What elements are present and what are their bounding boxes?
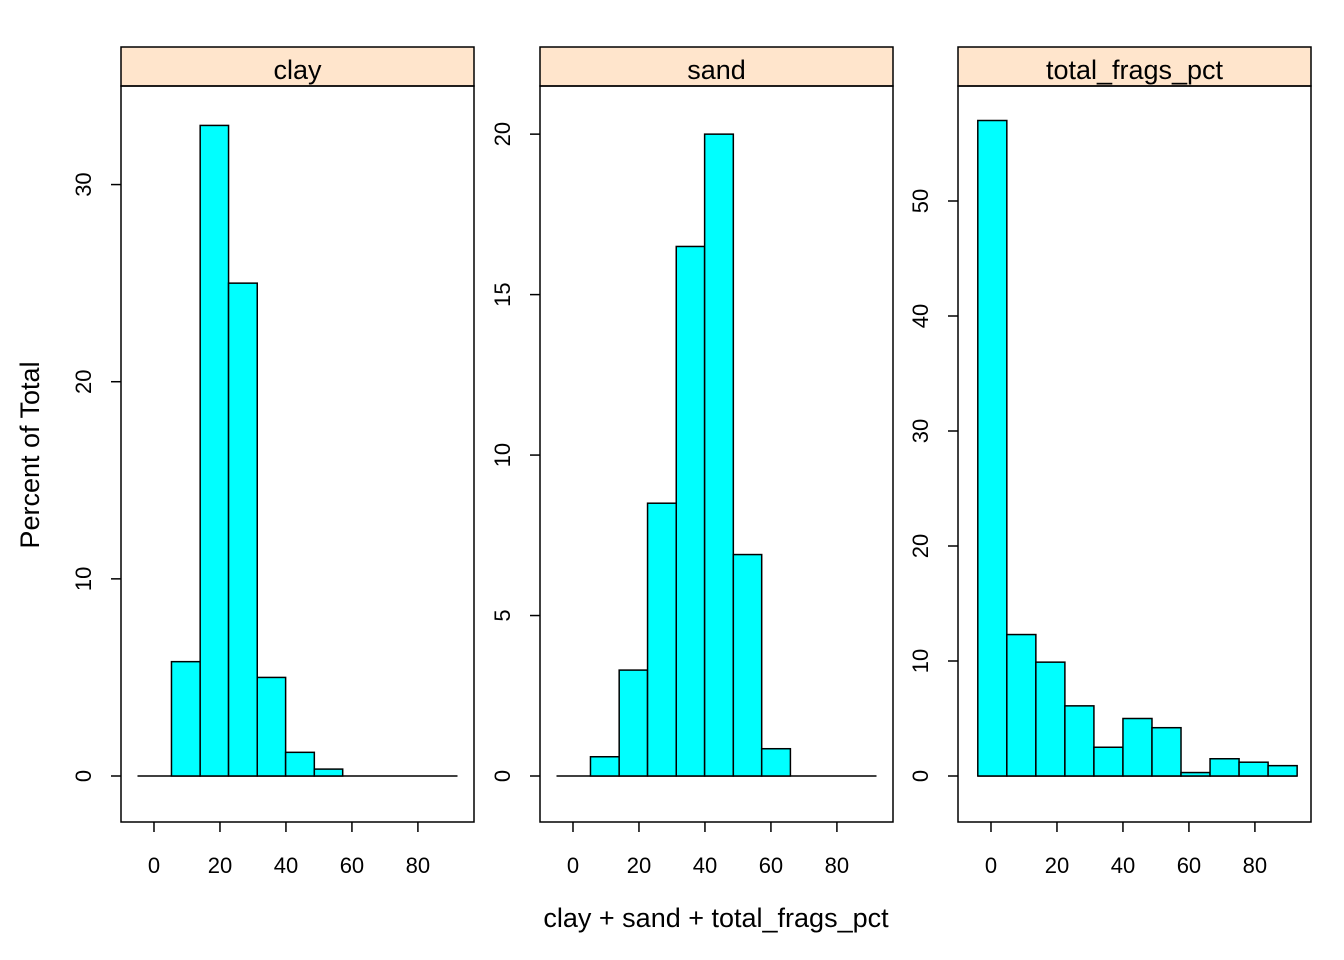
panel-frame xyxy=(957,85,1312,823)
histogram-bar xyxy=(1151,726,1182,777)
strip-label: clay xyxy=(273,55,322,85)
x-tick-label: 80 xyxy=(1243,853,1267,878)
x-tick-label: 60 xyxy=(340,853,364,878)
histogram-bar xyxy=(1006,633,1037,777)
panel-clay: clay 0 20 40 60 80 0 10 20 30 xyxy=(71,46,475,878)
histogram-bar xyxy=(284,751,316,777)
histogram-bar xyxy=(1093,746,1124,777)
y-axis-label: Percent of Total xyxy=(15,361,45,548)
x-tick-label: 20 xyxy=(208,853,232,878)
panel-total_frags_pct: total_frags_pct 0 20 40 60 80 0 10 20 30 40 50 xyxy=(908,46,1312,878)
histogram-bar xyxy=(1180,771,1211,777)
histogram-bar xyxy=(1122,717,1153,777)
histogram-bar xyxy=(227,282,259,777)
histogram-bar xyxy=(256,676,287,777)
histogram-bar xyxy=(170,660,201,777)
histogram-bar xyxy=(732,553,763,777)
histogram-bar xyxy=(1035,661,1066,777)
x-tick-label: 20 xyxy=(1045,853,1069,878)
strip-label: sand xyxy=(687,55,746,85)
x-tick-label: 80 xyxy=(406,853,430,878)
y-tick-label: 0 xyxy=(908,770,933,782)
histogram-bar xyxy=(618,669,649,777)
y-tick-label: 30 xyxy=(908,419,933,443)
histogram-bar xyxy=(1209,758,1240,777)
x-tick-label: 60 xyxy=(759,853,783,878)
histogram-bar xyxy=(1267,764,1298,777)
histogram-bar xyxy=(675,245,706,777)
x-tick-label: 60 xyxy=(1177,853,1201,878)
panel-frame xyxy=(120,85,475,823)
histogram-bar xyxy=(313,768,344,777)
y-tick-label: 20 xyxy=(71,369,96,393)
y-tick-label: 20 xyxy=(490,122,515,146)
strip-clay xyxy=(120,46,475,87)
histogram-bar xyxy=(646,502,678,777)
y-tick-label: 10 xyxy=(71,567,96,591)
x-tick-label: 0 xyxy=(985,853,997,878)
histogram-bar xyxy=(760,747,792,777)
histogram-bar xyxy=(1064,705,1095,777)
histogram-bar xyxy=(589,755,620,777)
x-tick-label: 40 xyxy=(693,853,717,878)
x-tick-label: 20 xyxy=(627,853,651,878)
x-tick-label: 0 xyxy=(148,853,160,878)
strip-sand xyxy=(539,46,894,87)
x-tick-label: 0 xyxy=(567,853,579,878)
panel-sand: sand 0 20 40 60 80 0 5 10 15 20 xyxy=(490,46,894,878)
x-tick-label: 80 xyxy=(825,853,849,878)
histogram-bar xyxy=(199,124,230,777)
panels: clay 0 20 40 60 80 0 10 20 30 sand 0 20 40 60 80 0 5 10 15 2… xyxy=(71,46,1312,878)
y-tick-label: 20 xyxy=(908,534,933,558)
y-tick-label: 5 xyxy=(490,609,515,621)
y-tick-label: 10 xyxy=(908,649,933,673)
x-axis-label: clay + sand + total_frags_pct xyxy=(543,903,889,933)
panel-frame xyxy=(539,85,894,823)
y-tick-label: 0 xyxy=(71,770,96,782)
histogram-bar xyxy=(1238,761,1269,777)
x-tick-label: 40 xyxy=(274,853,298,878)
histogram-bar xyxy=(703,133,735,777)
y-tick-label: 40 xyxy=(908,304,933,328)
histogram-bar xyxy=(977,119,1008,777)
y-tick-label: 15 xyxy=(490,282,515,306)
strip-label: total_frags_pct xyxy=(1046,55,1224,85)
y-tick-label: 30 xyxy=(71,172,96,196)
y-tick-label: 50 xyxy=(908,189,933,213)
y-tick-label: 0 xyxy=(490,770,515,782)
y-tick-label: 10 xyxy=(490,443,515,467)
x-tick-label: 40 xyxy=(1111,853,1135,878)
